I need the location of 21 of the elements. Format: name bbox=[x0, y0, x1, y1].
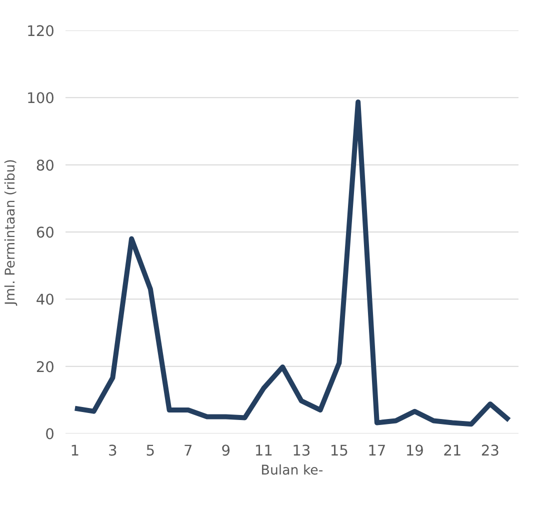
x-tick-label: 21 bbox=[443, 442, 462, 460]
y-tick-label: 40 bbox=[36, 292, 55, 309]
y-tick-label: 120 bbox=[26, 23, 55, 40]
x-axis-title: Bulan ke- bbox=[260, 464, 324, 478]
y-tick-label: 80 bbox=[36, 157, 55, 174]
x-tick-label: 9 bbox=[221, 442, 231, 460]
x-tick-label: 7 bbox=[184, 442, 193, 460]
x-tick-label: 13 bbox=[292, 442, 311, 460]
y-axis-title: Jml. Permintaan (ribu) bbox=[4, 159, 19, 306]
x-tick-label: 23 bbox=[480, 442, 500, 460]
x-tick-label: 17 bbox=[368, 442, 386, 460]
x-tick-label: 19 bbox=[405, 442, 424, 460]
x-tick-label: 11 bbox=[254, 442, 274, 460]
x-tick-label: 15 bbox=[330, 442, 349, 460]
x-tick-label: 5 bbox=[146, 442, 156, 460]
y-tick-label: 100 bbox=[26, 90, 55, 108]
x-tick-label: 3 bbox=[108, 442, 118, 460]
y-tick-label: 60 bbox=[36, 224, 55, 242]
x-tick-label: 1 bbox=[70, 442, 80, 460]
y-tick-label: 20 bbox=[36, 358, 55, 376]
y-tick-label: 0 bbox=[45, 426, 55, 443]
